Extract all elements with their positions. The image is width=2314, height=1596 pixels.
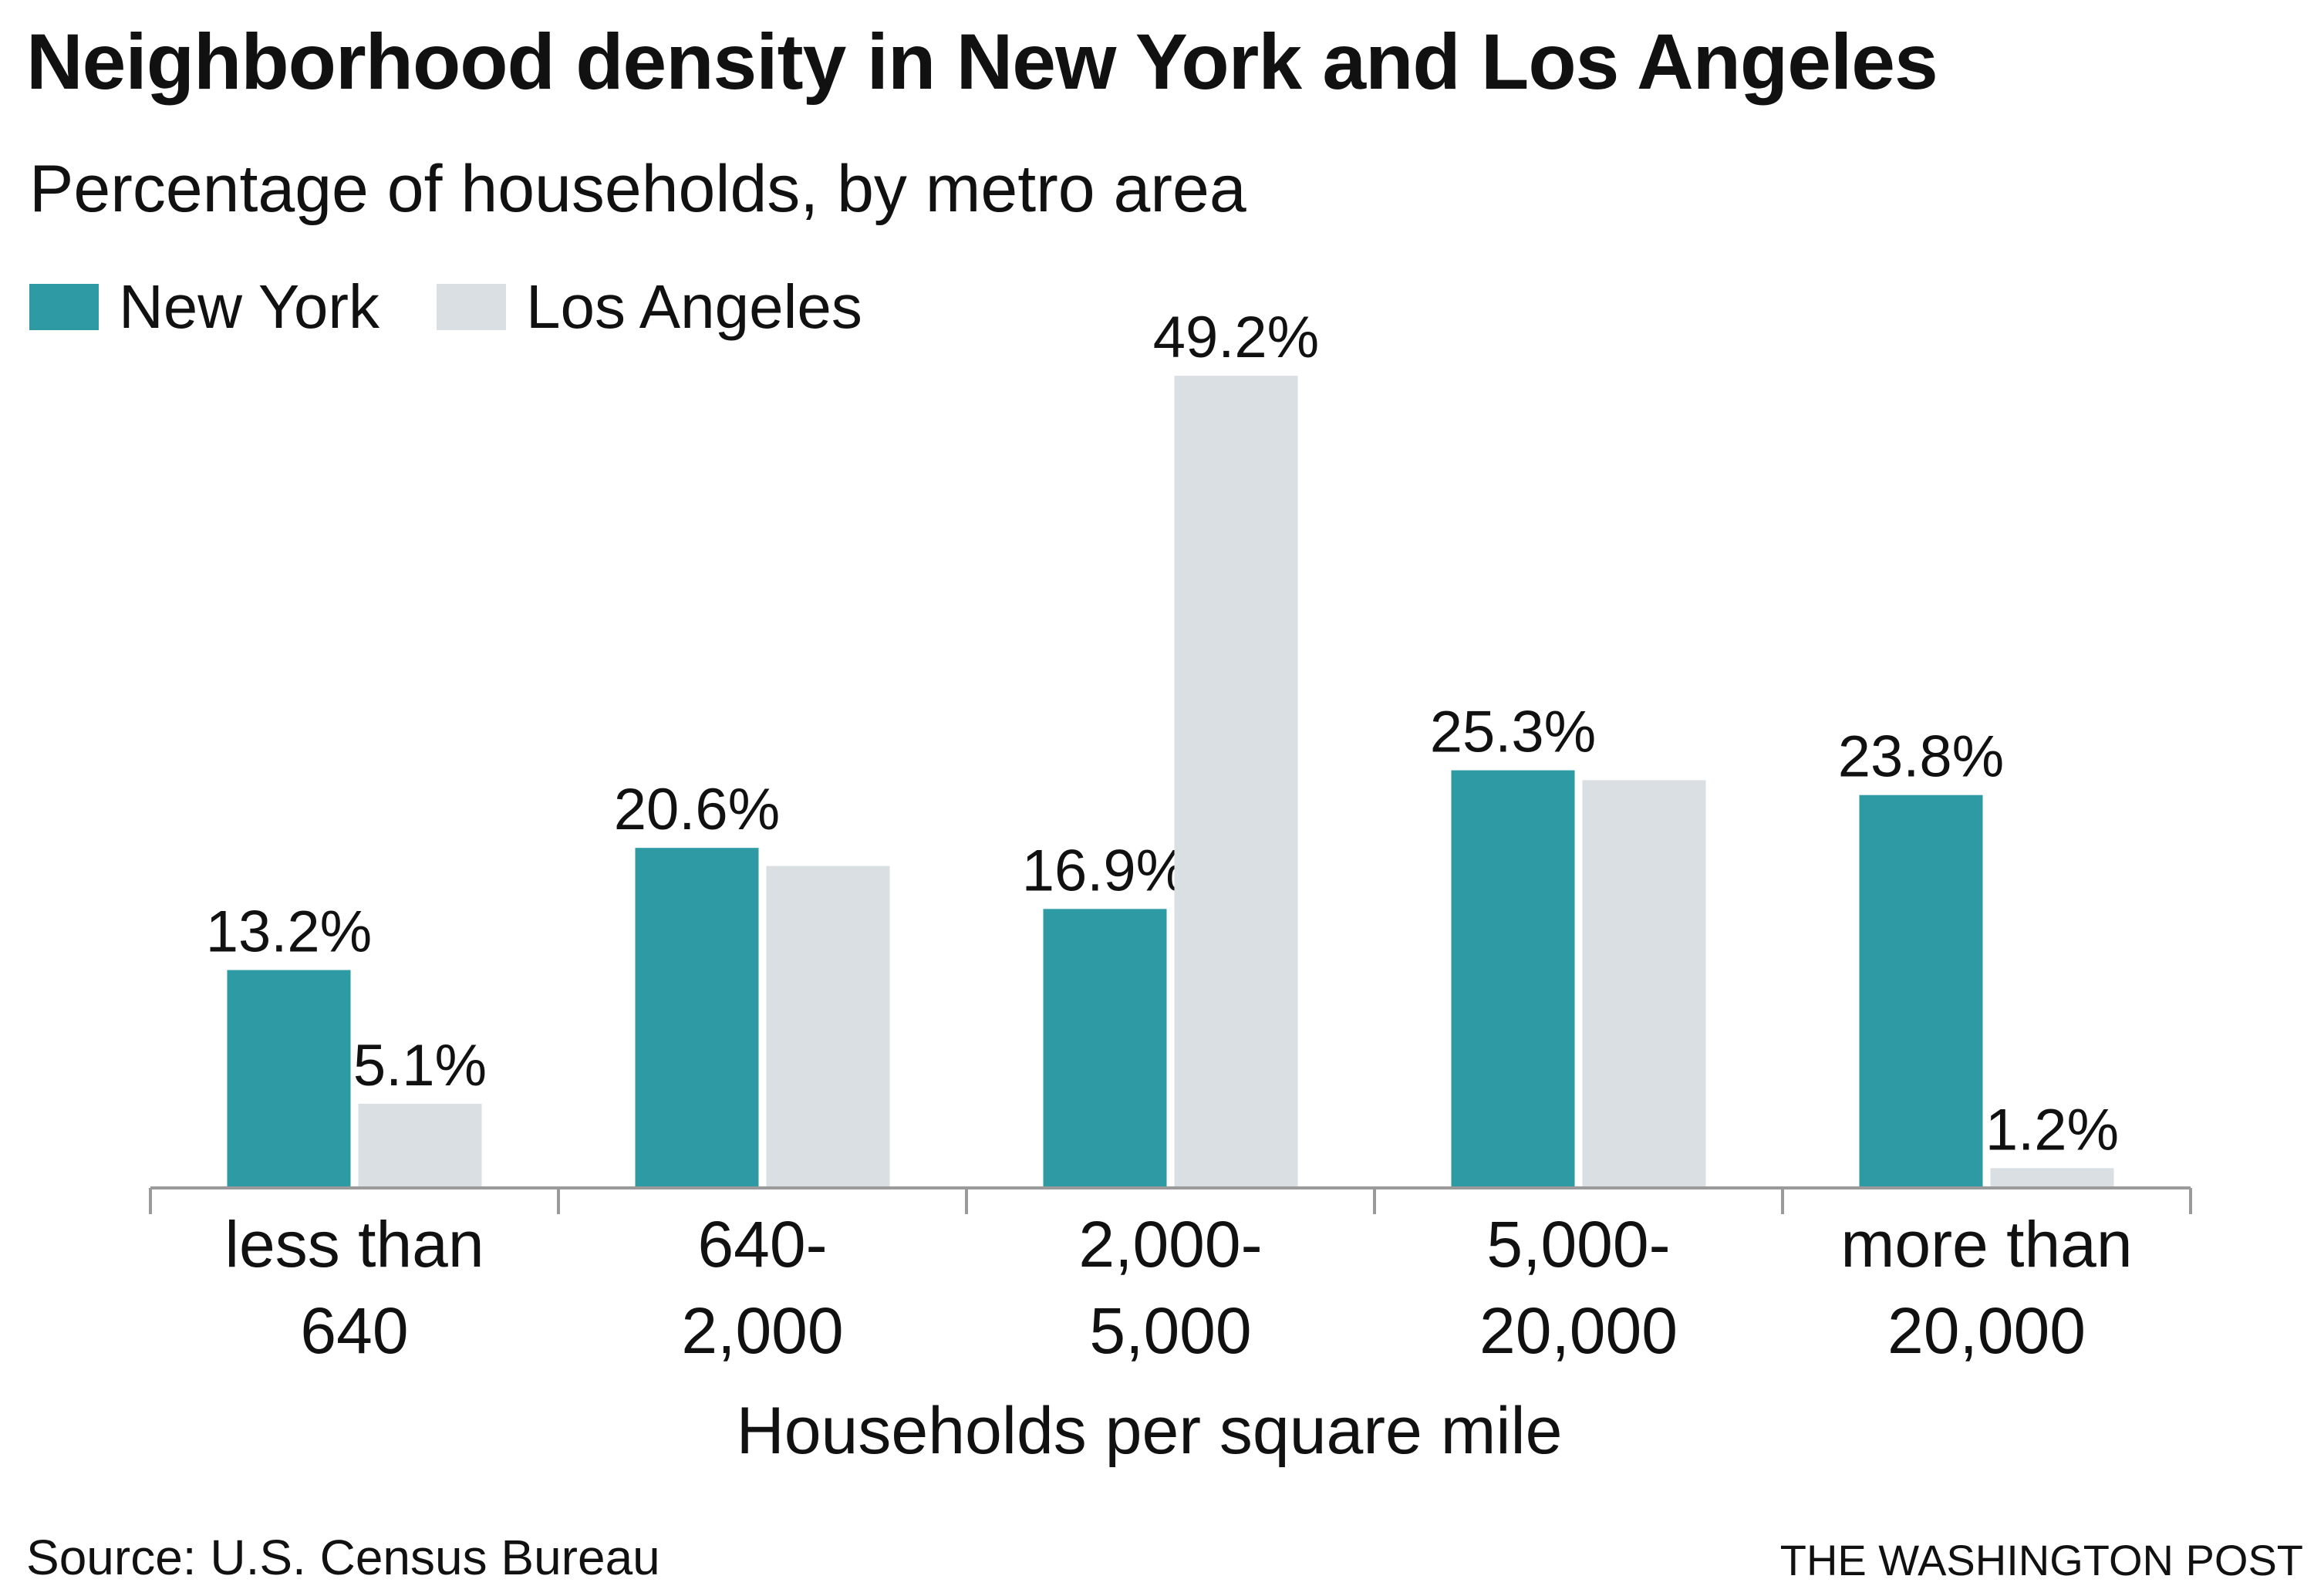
data-label-los-angeles-3: 49.2% [1153, 305, 1320, 370]
x-tick-label-3-line-2: 5,000 [1089, 1294, 1251, 1367]
bar-new-york-5 [1859, 795, 1983, 1188]
x-tick-label-2-line-2: 2,000 [681, 1294, 843, 1367]
x-tick-label-3-line-1: 2,000- [1078, 1208, 1262, 1281]
legend-label-los-angeles: Los Angeles [525, 272, 862, 341]
bar-los-angeles-4 [1582, 780, 1706, 1188]
data-label-new-york-5: 23.8% [1838, 724, 2005, 790]
data-label-new-york-4: 25.3% [1430, 700, 1597, 765]
data-label-new-york-2: 20.6% [614, 777, 781, 842]
bar-new-york-2 [635, 848, 759, 1188]
x-tick-label-5-line-1: more than [1840, 1208, 2132, 1281]
bar-new-york-4 [1451, 770, 1575, 1188]
bar-los-angeles-3 [1174, 376, 1298, 1188]
x-tick-label-1-line-2: 640 [300, 1294, 408, 1367]
legend-item-los-angeles: Los Angeles [436, 272, 862, 342]
x-tick-label-1-line-1: less than [224, 1208, 484, 1281]
x-tick-label-4-line-2: 20,000 [1479, 1294, 1678, 1367]
x-tick-label-5-line-2: 20,000 [1887, 1294, 2086, 1367]
chart-subtitle: Percentage of households, by metro area [29, 152, 1246, 226]
x-tick-label-2-line-1: 640- [697, 1208, 827, 1281]
bar-los-angeles-5 [1990, 1168, 2114, 1188]
data-label-los-angeles-1: 5.1% [353, 1033, 487, 1098]
legend-item-new-york: New York [29, 272, 379, 342]
bar-los-angeles-1 [358, 1103, 482, 1188]
legend-label-new-york: New York [119, 272, 379, 341]
publisher-credit: THE WASHINGTON POST [1779, 1536, 2303, 1584]
source-note: Source: U.S. Census Bureau [26, 1530, 660, 1585]
data-label-new-york-3: 16.9% [1022, 838, 1189, 903]
data-label-los-angeles-5: 1.2% [1985, 1097, 2119, 1162]
x-tick-label-4-line-1: 5,000- [1486, 1208, 1670, 1281]
x-axis-label-text: Households per square mile [736, 1394, 1563, 1468]
legend-swatch-los-angeles [436, 284, 506, 330]
chart-legend: New York Los Angeles [29, 272, 919, 342]
bar-new-york-1 [227, 970, 351, 1188]
legend-swatch-new-york [29, 284, 99, 330]
x-axis-label: Households per square mile [0, 1393, 2314, 1469]
bar-los-angeles-2 [766, 865, 890, 1188]
data-label-new-york-1: 13.2% [206, 899, 373, 965]
bar-new-york-3 [1043, 909, 1167, 1188]
chart-title: Neighborhood density in New York and Los… [26, 18, 1938, 106]
